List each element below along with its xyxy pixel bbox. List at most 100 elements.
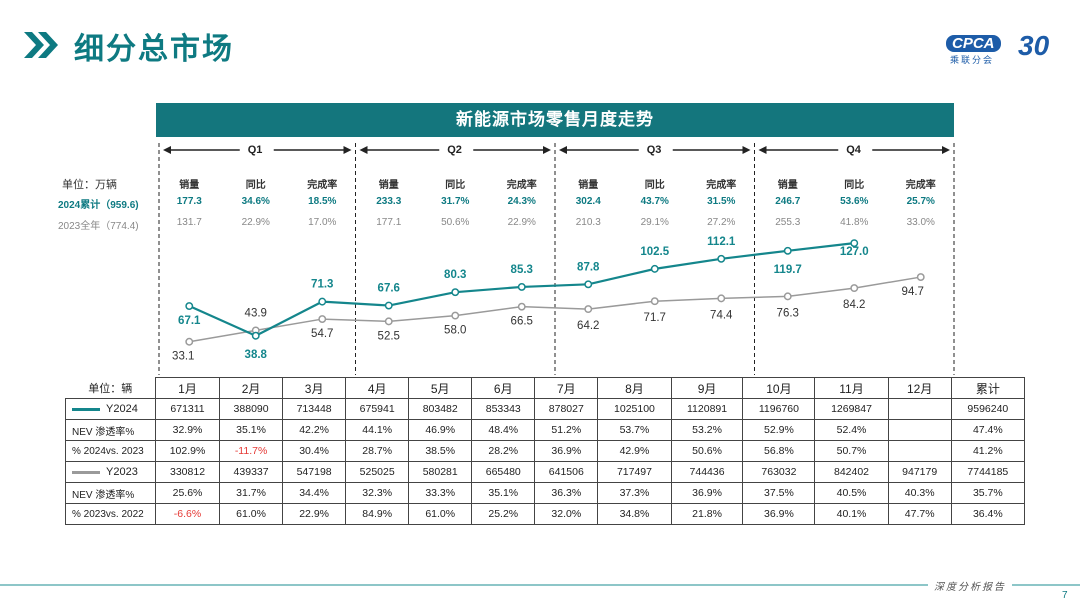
table-cell: 580281 [408,461,473,483]
summary-2024-value: 302.4 [575,196,601,207]
arrowhead-right [742,146,751,154]
table-column-header: 6月 [471,377,536,399]
data-point [850,239,859,248]
line-chart: 33.1 43.9 54.7 52.5 58.0 66.5 64.2 71.7 74.4 76.3… [158,143,955,375]
table-cell: 44.1% [345,419,410,441]
data-label: 66.5 [511,316,533,328]
anniversary-logo: 30 [1018,30,1050,61]
table-cell: 717497 [597,461,672,483]
table-cell: 763032 [742,461,816,483]
table-unit: 单位：辆 [65,377,156,399]
data-point [318,315,327,324]
data-point [650,297,659,306]
arrowhead-right [343,146,352,154]
table-cell: 28.7% [345,440,410,462]
data-point [650,264,659,273]
series-line-y2023 [189,276,921,343]
table-column-header: 9月 [670,377,744,399]
row-label: Y2024 [65,398,156,420]
footer-divider [0,584,1080,586]
table-cell: 36.4% [950,503,1026,525]
table-cell: 61.0% [219,503,284,525]
summary-header: 同比 [245,180,266,191]
data-label: 38.8 [245,349,268,361]
table-cell: 1196760 [742,398,816,420]
quarter-label: Q3 [646,144,662,156]
summary-header: 完成率 [905,180,936,191]
table-cell: 31.7% [219,482,284,504]
data-point [584,280,593,289]
table-cell: 947179 [887,461,952,483]
summary-header: 销量 [179,180,200,191]
quarter-label: Q2 [447,144,462,156]
table-cell: 744436 [670,461,744,483]
table-column-header: 1月 [154,377,221,399]
table-cell: 34.8% [597,503,672,525]
row-label: Y2023 [65,461,156,483]
summary-2023-value: 29.1% [640,217,669,228]
table-cell: 675941 [345,398,410,420]
table-row: NEV 渗透率% 32.9% 35.1% 42.2% 44.1% 46.9% 48.4% 51… [65,419,1026,441]
table-cell: 84.9% [345,503,410,525]
table-cell: 61.0% [408,503,473,525]
cpca-logo: CPCA [946,35,1001,52]
table-cell: 36.9% [670,482,744,504]
summary-2024-label: 2024累计（959.6) [58,200,139,211]
quarter-label: Q4 [846,144,861,156]
data-label: 58.0 [444,325,466,337]
data-label: 43.9 [245,307,267,319]
table-cell: 25.2% [471,503,536,525]
table-cell: 1269847 [814,398,889,420]
table-column-header: 5月 [408,377,473,399]
summary-2023-value: 22.9% [241,217,270,228]
summary-2024-value: 31.5% [707,196,736,207]
table-column-header: 10月 [742,377,816,399]
table-column-header: 4月 [345,377,410,399]
arrowhead-left [163,146,171,154]
data-label: 84.2 [843,299,865,311]
table-cell: 56.8% [742,440,816,462]
table-cell: 40.1% [814,503,889,525]
table-column-header: 3月 [282,377,347,399]
data-label: 71.3 [311,279,333,291]
table-cell: 878027 [534,398,599,420]
data-point [384,301,393,310]
table-cell: 665480 [471,461,536,483]
data-point [584,305,593,314]
summary-2023-value: 255.3 [775,217,801,228]
summary-header: 完成率 [706,180,737,191]
table-cell: 53.2% [670,419,744,441]
data-label: 87.8 [577,261,600,273]
summary-2024-value: 53.6% [840,196,869,207]
table-cell: 35.7% [950,482,1026,504]
data-point [717,294,726,303]
table-column-header: 7月 [534,377,599,399]
data-table: 单位：辆 1月 2月 3月 4月 5月 6月 7月 8月 9月 10月 11月 12月 累计 Y2024 6… [65,377,1026,525]
data-point [185,302,194,310]
legend-swatch [72,470,100,474]
table-cell: 36.9% [534,440,599,462]
table-cell: -11.7% [219,440,284,462]
data-point [717,254,726,263]
table-row: % 2024vs. 2023 102.9% -11.7% 30.4% 28.7% 38.5… [65,440,1026,462]
table-row: NEV 渗透率% 25.6% 31.7% 34.4% 32.3% 33.3% 35.1% 36… [65,482,1026,504]
arrowhead-left [359,146,368,154]
summary-2024-value: 233.3 [376,196,402,207]
table-cell: 641506 [534,461,599,483]
table-row: Y2023 330812 439337 547198 525025 580281 66548… [65,461,1026,483]
table-row: Y2024 671311 388090 713448 675941 803482 85334… [65,398,1026,420]
data-point [517,282,526,291]
row-label: % 2023vs. 2022 [65,503,156,525]
data-label: 94.7 [902,286,924,298]
summary-2024-value: 34.6% [241,196,270,207]
page-number: 7 [1062,590,1068,601]
table-cell: 32.0% [534,503,599,525]
table-cell: 35.1% [219,419,284,441]
table-cell: 37.5% [742,482,816,504]
cpca-logo-sub: 乘联分会 [950,55,995,65]
data-label: 33.1 [172,351,194,363]
table-cell [887,398,952,420]
data-point [517,302,526,311]
table-cell: 36.3% [534,482,599,504]
data-label: 127.0 [840,246,869,258]
